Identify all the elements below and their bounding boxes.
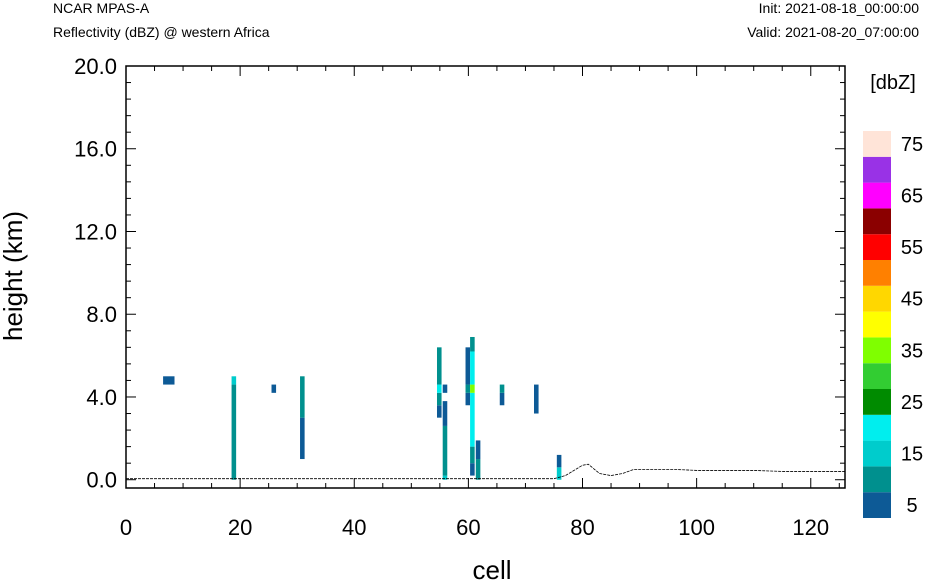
reflectivity-cell [499,392,505,406]
colorbar-label: 5 [906,495,917,517]
colorbar-label: 75 [901,134,923,156]
reflectivity-cell [465,347,471,385]
chart-title: NCAR MPAS-A [53,0,150,16]
colorbar-swatch [863,234,891,260]
reflectivity-cell [470,463,475,476]
colorbar-swatch [863,440,891,467]
y-tick-label: 16.0 [74,137,117,162]
reflectivity-cell [465,384,471,393]
reflectivity-cell [442,384,448,393]
colorbar-swatch [863,131,891,157]
reflectivity-cell [442,475,448,480]
y-tick-label: 20.0 [74,54,117,79]
reflectivity-cell [465,392,471,406]
x-tick-labels: 0 20 40 60 80 100 120 [120,515,829,540]
colorbar-swatch [863,337,891,364]
reflectivity-cell [470,384,475,393]
y-tick-label: 8.0 [86,302,117,327]
colorbar-swatch [863,363,891,389]
x-tick-label: 20 [228,515,252,540]
x-tick-label: 100 [678,515,715,540]
reflectivity-cell [436,405,442,418]
valid-time: Valid: 2021-08-20_07:00:00 [747,24,919,40]
reflectivity-cell [231,376,237,385]
reflectivity-cell [442,401,448,426]
colorbar-swatch [863,311,891,338]
colorbar-label: 55 [901,237,923,259]
axis-ticks [125,65,845,488]
colorbar-swatch [863,156,891,183]
y-tick-label: 12.0 [74,219,117,244]
x-tick-label: 40 [342,515,366,540]
reflectivity-cell [470,351,475,385]
reflectivity-cell [300,376,305,418]
reflectivity-cell [442,425,448,476]
colorbar-label: 45 [901,289,923,311]
reflectivity-cell [470,446,475,464]
reflectivity-cell [436,347,442,385]
reflectivity-cells [163,336,562,480]
colorbar-swatch [863,389,891,415]
colorbar-swatch [863,414,891,441]
y-tick-labels: 0.0 4.0 8.0 12.0 16.0 20.0 [74,54,117,493]
colorbar-swatch [863,182,891,209]
colorbar-swatch [863,466,891,493]
init-time: Init: 2021-08-18_00:00:00 [758,0,919,16]
colorbar [863,131,891,518]
y-axis-label: height (km) [0,211,28,341]
reflectivity-cell [475,440,481,460]
colorbar-swatch [863,285,891,312]
x-axis-label: cell [472,555,511,580]
x-tick-label: 60 [456,515,480,540]
reflectivity-cell [271,384,277,393]
colorbar-label: 15 [901,444,923,466]
reflectivity-cell [499,384,505,393]
reflectivity-cell [436,384,442,393]
colorbar-label: 65 [901,186,923,208]
y-tick-label: 0.0 [86,468,117,493]
reflectivity-cell [556,467,562,480]
reflectivity-cell [436,392,442,406]
colorbar-label: 35 [901,340,923,362]
terrain-line [126,463,845,480]
colorbar-labels: 5 15 25 35 45 55 65 75 [901,134,923,517]
colorbar-swatch [863,492,891,518]
colorbar-label: 25 [901,392,923,414]
plot-frame [125,65,846,489]
colorbar-swatch [863,208,891,235]
x-tick-label: 120 [792,515,829,540]
colorbar-swatch [863,260,891,286]
reflectivity-cell [231,384,237,480]
chart-subtitle: Reflectivity (dBZ) @ western Africa [53,24,270,40]
reflectivity-cell [556,454,562,468]
terrain-line [126,463,845,480]
x-tick-label: 80 [570,515,594,540]
x-tick-label: 0 [120,515,132,540]
reflectivity-cell [470,392,475,447]
colorbar-title: [dbZ] [870,72,916,94]
reflectivity-cell [470,336,475,352]
reflectivity-cell [300,417,305,460]
reflectivity-cell [534,384,539,414]
y-tick-label: 4.0 [86,385,117,410]
reflectivity-cell [475,459,481,480]
reflectivity-cell [163,376,175,385]
